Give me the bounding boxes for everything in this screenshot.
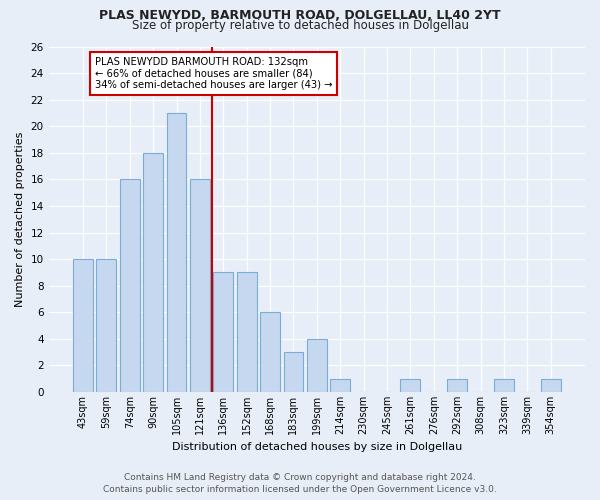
Bar xyxy=(167,113,187,392)
Bar xyxy=(284,352,304,392)
Bar xyxy=(330,378,350,392)
Text: PLAS NEWYDD BARMOUTH ROAD: 132sqm
← 66% of detached houses are smaller (84)
34% : PLAS NEWYDD BARMOUTH ROAD: 132sqm ← 66% … xyxy=(95,57,332,90)
Y-axis label: Number of detached properties: Number of detached properties xyxy=(15,132,25,307)
Bar xyxy=(143,153,163,392)
Bar xyxy=(541,378,560,392)
Bar xyxy=(214,272,233,392)
Bar xyxy=(260,312,280,392)
Bar xyxy=(190,180,210,392)
Text: Contains HM Land Registry data © Crown copyright and database right 2024.
Contai: Contains HM Land Registry data © Crown c… xyxy=(103,472,497,494)
Bar xyxy=(73,259,93,392)
Text: Size of property relative to detached houses in Dolgellau: Size of property relative to detached ho… xyxy=(131,19,469,32)
X-axis label: Distribution of detached houses by size in Dolgellau: Distribution of detached houses by size … xyxy=(172,442,462,452)
Text: PLAS NEWYDD, BARMOUTH ROAD, DOLGELLAU, LL40 2YT: PLAS NEWYDD, BARMOUTH ROAD, DOLGELLAU, L… xyxy=(99,9,501,22)
Bar xyxy=(97,259,116,392)
Bar xyxy=(400,378,421,392)
Bar xyxy=(494,378,514,392)
Bar xyxy=(447,378,467,392)
Bar xyxy=(237,272,257,392)
Bar xyxy=(307,339,327,392)
Bar xyxy=(120,180,140,392)
